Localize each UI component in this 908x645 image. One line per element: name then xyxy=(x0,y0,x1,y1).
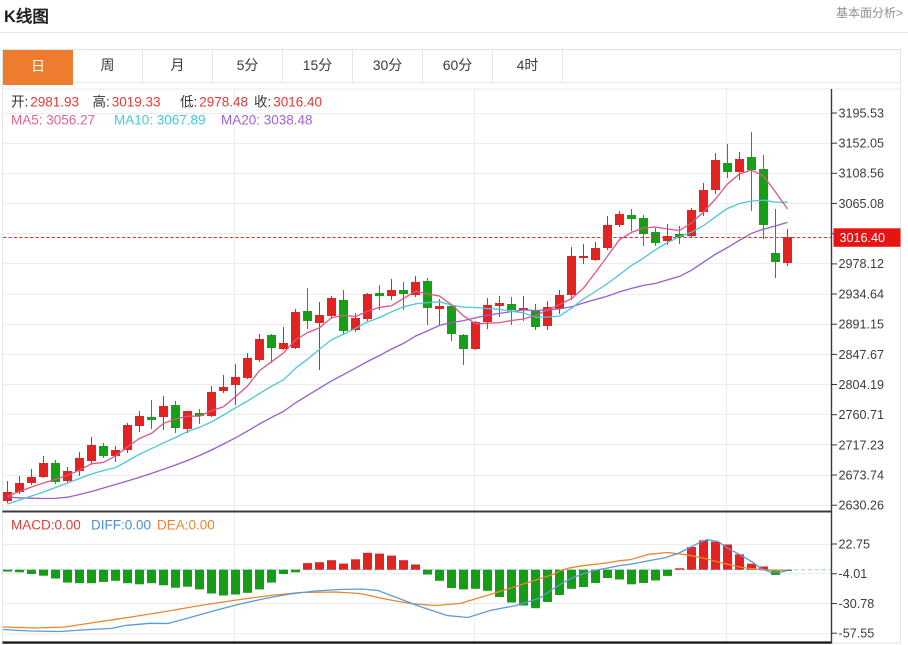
svg-text:收:3016.40: 收: 3016.40 xyxy=(254,95,322,110)
svg-text:2847.67: 2847.67 xyxy=(839,348,885,362)
svg-text:高:3019.33: 高: 3019.33 xyxy=(93,94,161,110)
svg-text:3016.40: 3016.40 xyxy=(840,231,886,245)
svg-text:MA20: 3038.48: MA20: 3038.48 xyxy=(221,113,313,128)
svg-text:2978.12: 2978.12 xyxy=(839,257,885,271)
svg-text:3152.05: 3152.05 xyxy=(839,137,885,151)
svg-text:3065.08: 3065.08 xyxy=(839,197,885,211)
svg-text:2804.19: 2804.19 xyxy=(839,378,885,392)
svg-text:开:2981.93: 开: 2981.93 xyxy=(11,95,79,110)
svg-text:MA5: 3056.27: MA5: 3056.27 xyxy=(11,113,95,128)
svg-text:22.75: 22.75 xyxy=(839,537,871,551)
svg-text:2673.74: 2673.74 xyxy=(839,468,885,482)
svg-text:2630.26: 2630.26 xyxy=(839,499,885,513)
svg-text:-57.55: -57.55 xyxy=(839,627,875,641)
svg-text:MACD:0.00: MACD:0.00 xyxy=(11,518,81,533)
svg-text:3195.53: 3195.53 xyxy=(839,106,885,120)
svg-text:2934.64: 2934.64 xyxy=(839,287,885,301)
svg-text:2891.15: 2891.15 xyxy=(839,318,885,332)
svg-text:DEA:0.00: DEA:0.00 xyxy=(157,518,215,533)
svg-text:-30.78: -30.78 xyxy=(839,597,875,611)
svg-text:2760.71: 2760.71 xyxy=(839,408,885,422)
svg-text:低:2978.48: 低: 2978.48 xyxy=(180,95,248,110)
svg-text:2717.23: 2717.23 xyxy=(839,438,885,452)
svg-text:MA10: 3067.89: MA10: 3067.89 xyxy=(114,113,206,128)
svg-text:DIFF:0.00: DIFF:0.00 xyxy=(91,518,151,533)
svg-text:-4.01: -4.01 xyxy=(839,567,868,581)
svg-text:3108.56: 3108.56 xyxy=(839,167,885,181)
